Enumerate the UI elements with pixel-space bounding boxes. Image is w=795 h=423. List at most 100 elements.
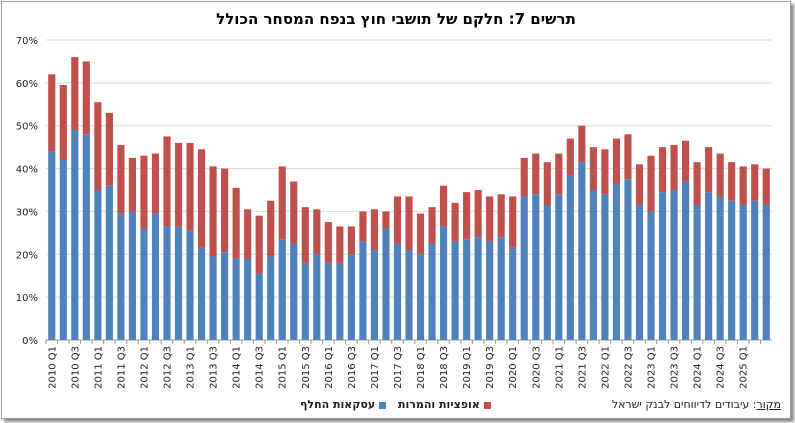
x-tick-label: 2010 Q1: [47, 346, 58, 389]
bar-swap-segment: [739, 205, 747, 340]
bar-swap-segment: [221, 252, 229, 340]
bar-swap-segment: [94, 190, 102, 340]
bar-options-segment: [416, 213, 425, 255]
legend-label-series2: אופציות והמרות: [398, 398, 480, 411]
bar-swap-segment: [405, 250, 413, 340]
bar-swap-segment: [232, 258, 240, 340]
bar-options-segment: [140, 155, 148, 229]
bar-swap-segment: [439, 226, 448, 340]
bar-swap-segment: [197, 247, 206, 340]
bar-swap-segment: [693, 205, 701, 340]
bar-options-segment: [163, 136, 171, 227]
bar-options-segment: [82, 61, 90, 135]
x-tick-label: 2018 Q3: [439, 346, 450, 389]
bar-swap-segment: [163, 226, 171, 340]
bar-swap-segment: [82, 134, 90, 340]
x-tick-label: 2024 Q3: [716, 346, 727, 389]
legend-label-series1: עסקאות החלף: [300, 398, 376, 411]
bar-swap-segment: [762, 205, 770, 340]
bar-options-segment: [520, 157, 528, 197]
bar-options-segment: [693, 162, 701, 205]
x-tick-label: 2016 Q1: [324, 346, 335, 389]
bar-swap-segment: [301, 262, 309, 340]
bar-options-segment: [751, 164, 759, 201]
bar-swap-segment: [186, 230, 194, 340]
bar-options-segment: [497, 194, 505, 238]
bar-swap-segment: [174, 226, 183, 340]
x-tick-label: 2011 Q3: [116, 346, 127, 389]
bar-options-segment: [94, 102, 102, 190]
bar-options-segment: [359, 211, 367, 242]
bar-swap-segment: [578, 162, 586, 340]
bar-options-segment: [301, 207, 309, 263]
bar-options-segment: [428, 207, 436, 244]
bar-options-segment: [728, 162, 736, 201]
bar-options-segment: [221, 168, 229, 253]
bar-options-segment: [543, 162, 551, 205]
bar-options-segment: [670, 145, 678, 190]
x-tick-label: 2014 Q3: [255, 346, 266, 389]
x-tick-label: 2023 Q3: [670, 346, 681, 389]
bar-options-segment: [197, 149, 206, 248]
x-tick-label: 2019 Q3: [485, 346, 496, 389]
bar-options-segment: [681, 140, 690, 182]
bar-options-segment: [382, 211, 390, 229]
legend-item-series2: אופציות והמרות: [398, 398, 491, 411]
bar-options-segment: [635, 164, 644, 205]
bar-swap-segment: [635, 205, 644, 340]
y-tick-label: 30%: [16, 207, 38, 218]
bar-options-segment: [624, 134, 632, 180]
bar-options-segment: [555, 153, 563, 195]
bar-swap-segment: [370, 250, 379, 340]
bar-swap-segment: [543, 205, 551, 340]
bar-swap-segment: [278, 239, 286, 340]
bar-options-segment: [255, 215, 263, 274]
bar-swap-segment: [716, 196, 724, 340]
bar-swap-segment: [140, 228, 148, 340]
y-tick-label: 0%: [22, 336, 38, 347]
x-tick-label: 2020 Q1: [508, 346, 519, 389]
bar-swap-segment: [555, 194, 563, 340]
bar-swap-segment: [359, 241, 367, 340]
bar-swap-segment: [658, 192, 667, 340]
bar-options-segment: [105, 112, 113, 186]
bar-swap-segment: [382, 228, 390, 340]
bar-swap-segment: [647, 211, 655, 340]
x-tick-label: 2021 Q1: [554, 346, 565, 389]
y-tick-label: 40%: [16, 165, 38, 176]
bar-options-segment: [463, 192, 471, 240]
y-tick-label: 60%: [16, 79, 38, 90]
bar-swap-segment: [463, 239, 471, 340]
x-tick-label: 2013 Q3: [209, 346, 220, 389]
bar-options-segment: [658, 147, 667, 193]
bar-swap-segment: [486, 241, 494, 340]
bar-options-segment: [405, 196, 413, 250]
y-tick-label: 50%: [16, 122, 38, 133]
bar-swap-segment: [117, 213, 125, 340]
bar-options-segment: [486, 196, 494, 242]
bar-swap-segment: [624, 179, 632, 340]
bar-options-segment: [716, 153, 724, 197]
x-tick-label: 2012 Q3: [163, 346, 174, 389]
bar-options-segment: [117, 145, 125, 214]
bar-swap-segment: [566, 175, 574, 340]
bar-swap-segment: [509, 247, 517, 340]
bar-swap-segment: [497, 237, 505, 340]
bar-options-segment: [128, 157, 137, 212]
bar-options-segment: [451, 202, 459, 242]
x-tick-label: 2019 Q1: [462, 346, 473, 389]
x-tick-label: 2013 Q1: [186, 346, 197, 389]
bar-options-segment: [336, 226, 344, 263]
y-tick-label: 10%: [16, 293, 38, 304]
bar-swap-segment: [705, 192, 713, 340]
bar-options-segment: [509, 196, 517, 248]
bar-options-segment: [278, 166, 286, 240]
bar-options-segment: [347, 226, 355, 255]
bar-options-segment: [209, 166, 217, 257]
bar-swap-segment: [267, 256, 275, 340]
source-label: מקור: [756, 398, 781, 411]
bar-options-segment: [601, 149, 609, 195]
bar-swap-segment: [428, 243, 436, 340]
bar-options-segment: [370, 209, 379, 250]
bar-swap-segment: [416, 254, 425, 340]
